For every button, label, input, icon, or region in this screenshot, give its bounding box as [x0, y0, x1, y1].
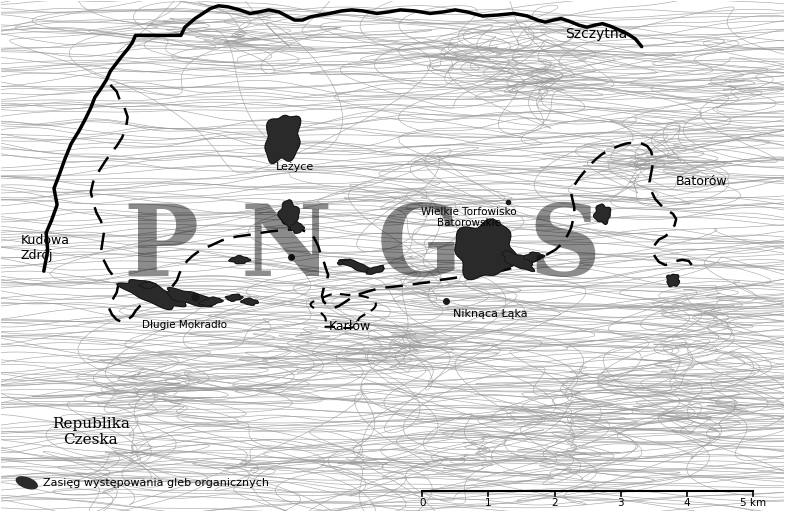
- Polygon shape: [593, 204, 611, 224]
- Text: 1: 1: [485, 499, 491, 508]
- Text: Kudowa
Zdrój: Kudowa Zdrój: [20, 234, 69, 262]
- Text: Zasięg występowania gleb organicznych: Zasięg występowania gleb organicznych: [42, 478, 268, 488]
- Text: P: P: [124, 200, 199, 296]
- Text: Leżyce: Leżyce: [276, 161, 314, 172]
- Polygon shape: [342, 260, 374, 272]
- Polygon shape: [117, 280, 186, 309]
- Polygon shape: [265, 115, 301, 163]
- Polygon shape: [167, 288, 212, 307]
- Text: S: S: [529, 200, 601, 296]
- Polygon shape: [278, 200, 299, 229]
- Text: Karłów: Karłów: [328, 319, 371, 333]
- Polygon shape: [139, 282, 156, 289]
- Text: N: N: [241, 200, 332, 296]
- Polygon shape: [229, 255, 250, 264]
- Polygon shape: [666, 274, 680, 287]
- Polygon shape: [199, 297, 223, 306]
- Polygon shape: [455, 219, 518, 280]
- Polygon shape: [524, 252, 545, 262]
- Text: 3: 3: [617, 499, 624, 508]
- Text: 0: 0: [419, 499, 425, 508]
- Text: Szczytna: Szczytna: [565, 27, 627, 41]
- Text: Długie Mokradło: Długie Mokradło: [142, 319, 228, 330]
- Polygon shape: [338, 259, 351, 265]
- Polygon shape: [241, 298, 258, 305]
- Polygon shape: [290, 222, 305, 233]
- Polygon shape: [502, 250, 535, 271]
- Text: G: G: [378, 200, 462, 296]
- Text: Batorów: Batorów: [676, 175, 728, 188]
- Text: Wielkie Torfowisko
Batorowskie: Wielkie Torfowisko Batorowskie: [422, 207, 517, 228]
- Text: 2: 2: [551, 499, 558, 508]
- Polygon shape: [366, 266, 384, 274]
- Polygon shape: [225, 294, 243, 302]
- Text: Niknąca Łąka: Niknąca Łąka: [453, 309, 528, 319]
- Text: Republika
Czeska: Republika Czeska: [52, 417, 130, 447]
- Ellipse shape: [16, 477, 37, 489]
- Text: 5 km: 5 km: [740, 499, 766, 508]
- Text: 4: 4: [684, 499, 690, 508]
